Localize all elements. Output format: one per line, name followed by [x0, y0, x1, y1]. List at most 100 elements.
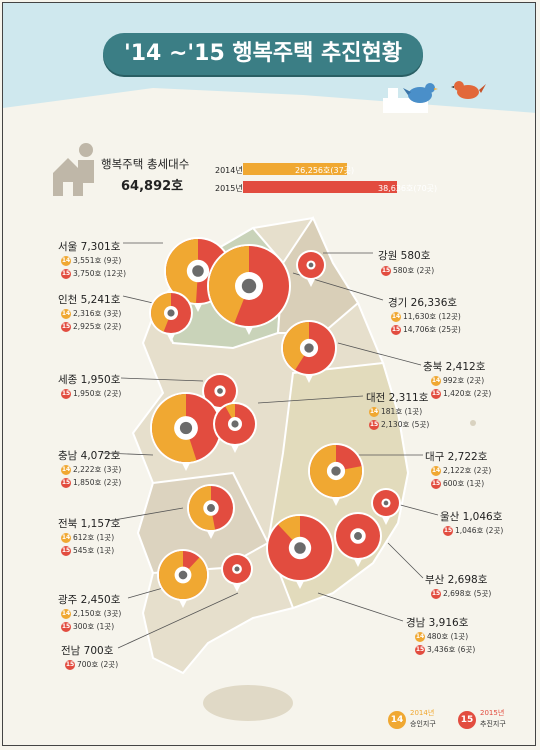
region-seoul-2014: 14 3,551호 (9곳): [61, 256, 122, 266]
badge-2015: 15: [61, 389, 71, 399]
region-gwangju: 광주 2,450호: [58, 594, 121, 606]
legend-desc-2014: 승인지구: [410, 720, 436, 728]
pie-인천: [149, 291, 193, 342]
summary-bar-2015: [243, 181, 397, 193]
pie-충북: [281, 320, 337, 383]
legend-year-2015: 2015년: [480, 709, 505, 717]
pie-부산: [334, 512, 382, 567]
region-incheon: 인천 5,241호: [58, 294, 121, 306]
region-chungbuk-2014: 14 992호 (2곳): [431, 376, 485, 386]
region-gyeongnam-2015: 15 3,436호 (6곳): [415, 645, 476, 655]
legend-year-2014: 2014년: [410, 709, 435, 717]
pie-slice-2014: [283, 322, 309, 370]
summary-year-2014: 2014년: [215, 166, 243, 175]
region-jeonnam: 전남 700호: [61, 645, 114, 657]
pie-경기: [207, 244, 291, 335]
region-sejong: 세종 1,950호: [58, 374, 121, 386]
pie-전북: [187, 484, 235, 539]
region-jeonnam-2015: 15 700호 (2곳): [65, 660, 119, 670]
pie-slice-2014: [165, 239, 198, 303]
badge-2015: 15: [369, 420, 379, 430]
pie-충남: [150, 392, 222, 471]
person-house-icon: [53, 143, 94, 196]
summary-label: 행복주택 총세대수: [101, 157, 190, 171]
bird-icon: [403, 83, 438, 103]
region-chungnam-2015: 15 1,850호 (2곳): [61, 478, 122, 488]
badge-2015: 15: [431, 479, 441, 489]
summary-year-2015: 2015년: [215, 184, 243, 193]
badge-2015: 15: [381, 266, 391, 276]
region-jeonbuk: 전북 1,157호: [58, 518, 121, 530]
pie-slice-2014: [150, 293, 171, 332]
badge-2015: 15: [415, 645, 425, 655]
pie-세종: [202, 373, 238, 416]
region-ulsan-2015: 15 1,046호 (2곳): [443, 526, 504, 536]
legend-desc-2015: 추진지구: [480, 720, 506, 728]
region-gwangju-2015: 15 300호 (1곳): [61, 622, 115, 632]
badge-2015: 15: [391, 325, 401, 335]
region-gyeongnam: 경남 3,916호: [406, 617, 469, 629]
badge-2015: 15: [61, 322, 71, 332]
badge-2014: 14: [431, 466, 441, 476]
pie-slice-2014: [208, 246, 249, 324]
pie-전남: [221, 553, 253, 592]
summary-bar-2014: [243, 163, 347, 175]
region-busan-2015: 15 2,698호 (5곳): [431, 589, 492, 599]
region-daegu: 대구 2,722호: [425, 451, 488, 463]
region-daejeon: 대전 2,311호: [366, 392, 429, 404]
bird-icon: [451, 81, 486, 99]
badge-2014: 14: [369, 407, 379, 417]
region-busan: 부산 2,698호: [425, 574, 488, 586]
region-incheon-2014: 14 2,316호 (3곳): [61, 309, 122, 319]
region-gwangju-2014: 14 2,150호 (3곳): [61, 609, 122, 619]
summary-total: 64,892호: [121, 179, 184, 194]
pie-chart-layer: [149, 237, 401, 608]
region-gyeongnam-2014: 14 480호 (1곳): [415, 632, 469, 642]
region-chungnam: 충남 4,072호: [58, 450, 121, 462]
region-gyeonggi: 경기 26,336호: [388, 297, 458, 309]
region-gangwon: 강원 580호: [378, 250, 431, 262]
badge-2015: 15: [61, 269, 71, 279]
pie-강원: [296, 250, 326, 287]
badge-2014: 14: [61, 533, 71, 543]
badge-2014: 14: [415, 632, 425, 642]
region-chungbuk-2015: 15 1,420호 (2곳): [431, 389, 492, 399]
badge-2014: 14: [61, 609, 71, 619]
region-daejeon-2015: 15 2,130호 (5곳): [369, 420, 430, 430]
pie-울산: [371, 488, 401, 525]
badge-2014: 14: [61, 309, 71, 319]
legend: 14 2014년 승인지구 15 2015년 추진지구: [388, 708, 528, 738]
badge-2014: 14: [61, 256, 71, 266]
region-sejong-2015: 15 1,950호 (2곳): [61, 389, 122, 399]
region-incheon-2015: 15 2,925호 (2곳): [61, 322, 122, 332]
pie-대구: [308, 443, 364, 506]
region-daegu-2014: 14 2,122호 (2곳): [431, 466, 492, 476]
legend-badge-2014: 14: [388, 711, 406, 729]
badge-2015: 15: [431, 389, 441, 399]
badge-2014: 14: [431, 376, 441, 386]
badge-2015: 15: [61, 622, 71, 632]
summary-value-2015: 38,636호(70곳): [378, 184, 438, 193]
badge-2015: 15: [443, 526, 453, 536]
pie-slice-2014: [188, 486, 216, 530]
summary-value-2014: 26,256호(37곳): [295, 166, 355, 175]
region-jeonbuk-2014: 14 612호 (1곳): [61, 533, 115, 543]
page-title: '14 ~'15 행복주택 추진현황: [103, 33, 423, 75]
region-chungbuk: 충북 2,412호: [423, 361, 486, 373]
badge-2015: 15: [61, 478, 71, 488]
badge-2014: 14: [61, 465, 71, 475]
region-chungnam-2014: 14 2,222호 (3곳): [61, 465, 122, 475]
region-ulsan: 울산 1,046호: [440, 511, 503, 523]
badge-2015: 15: [61, 546, 71, 556]
region-jeonbuk-2015: 15 545호 (1곳): [61, 546, 115, 556]
pie-광주: [157, 549, 209, 608]
legend-badge-2015: 15: [458, 711, 476, 729]
badge-2014: 14: [391, 312, 401, 322]
badge-2015: 15: [65, 660, 75, 670]
region-gangwon-2015: 15 580호 (2곳): [381, 266, 435, 276]
badge-2015: 15: [431, 589, 441, 599]
pie-대전: [213, 402, 257, 453]
region-gyeonggi-2015: 15 14,706호 (25곳): [391, 325, 461, 335]
region-seoul: 서울 7,301호: [58, 241, 121, 253]
region-seoul-2015: 15 3,750호 (12곳): [61, 269, 127, 279]
